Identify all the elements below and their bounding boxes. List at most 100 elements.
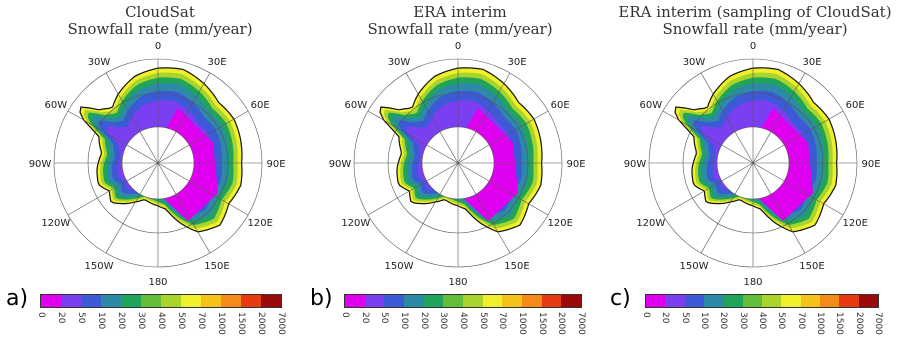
colorbar-tick-label: 50 xyxy=(76,312,86,324)
colorbar-tick-label: 1000 xyxy=(216,312,226,335)
meridian-line xyxy=(67,110,159,164)
longitude-label: 150W xyxy=(385,261,414,272)
longitude-label: 0 xyxy=(750,41,756,52)
colorbar-swatch xyxy=(101,295,121,307)
colorbar-swatch xyxy=(241,295,261,307)
meridian-line xyxy=(752,72,806,164)
longitude-label: 60W xyxy=(44,100,67,111)
meridian-line xyxy=(367,162,459,216)
colorbar-tick-label: 300 xyxy=(737,312,748,330)
colorbar-swatch xyxy=(839,295,859,307)
meridian-line xyxy=(457,162,511,254)
colorbar-tick-label: 400 xyxy=(458,312,468,330)
panel-title: ERA interim (sampling of CloudSat) Snowf… xyxy=(605,4,905,38)
colorbar-swatch xyxy=(404,295,424,307)
longitude-label: 30E xyxy=(507,57,526,68)
longitude-label: 30W xyxy=(88,57,111,68)
title-line2: Snowfall rate (mm/year) xyxy=(367,20,553,38)
meridian-line xyxy=(700,72,754,164)
colorbar-tick-label: 1500 xyxy=(236,312,246,335)
colorbar-swatch xyxy=(723,295,743,307)
meridian-line xyxy=(157,162,249,216)
colorbar-tick-label: 100 xyxy=(699,312,709,330)
polar-map: 0 30E 60E 90E 120E 150E 180 150W 120W 90W 60W 30W xyxy=(329,41,586,285)
meridian-line xyxy=(457,162,549,216)
colorbar-tick-label: 7000 xyxy=(576,312,586,335)
title-line1: ERA interim xyxy=(413,3,507,21)
colorbar-tick-label: 50 xyxy=(679,312,690,324)
meridian-line xyxy=(157,162,211,254)
colorbar-tick-label: 20 xyxy=(359,312,370,324)
colorbar-tick-label: 7000 xyxy=(276,312,286,335)
colorbar-swatch xyxy=(541,295,562,307)
longitude-label: 30W xyxy=(683,57,706,68)
colorbar-tick-label: 1500 xyxy=(834,312,845,335)
colorbar-tick-label: 1000 xyxy=(517,312,527,335)
longitude-label: 30E xyxy=(802,57,821,68)
colorbar-swatch xyxy=(819,295,840,307)
colorbar-tick-label: 20 xyxy=(660,312,671,324)
colorbar-tick-label: 20 xyxy=(56,312,66,324)
colorbar-tick-label: 0 xyxy=(340,312,350,318)
colorbar-tick-label: 700 xyxy=(196,312,206,330)
longitude-label: 0 xyxy=(455,41,461,52)
colorbar-swatch xyxy=(384,295,405,307)
colorbar-tick-label: 400 xyxy=(757,312,767,330)
colorbar-tick-label: 1500 xyxy=(536,312,547,335)
colorbar-swatch xyxy=(522,295,542,307)
colorbar-tick-label: 300 xyxy=(136,312,146,330)
panel-title: CloudSat Snowfall rate (mm/year) xyxy=(10,4,310,38)
colorbar-tick-label: 700 xyxy=(497,312,508,330)
panel-title: ERA interim Snowfall rate (mm/year) xyxy=(310,4,610,38)
longitude-label: 120E xyxy=(547,218,572,229)
colorbar-swatch xyxy=(703,295,724,307)
longitude-label: 30W xyxy=(388,57,411,68)
colorbar-tick-label: 1000 xyxy=(815,312,825,335)
title-line1: ERA interim (sampling of CloudSat) xyxy=(618,3,892,21)
title-line2: Snowfall rate (mm/year) xyxy=(67,20,253,38)
panel-era-interim-sampled: ERA interim (sampling of CloudSat) Snowf… xyxy=(605,0,905,340)
colorbar-swatch xyxy=(141,295,161,307)
colorbar-swatch xyxy=(364,295,385,307)
longitude-label: 90W xyxy=(329,159,352,170)
panel-letter: a) xyxy=(6,286,29,311)
longitude-label: 90E xyxy=(266,159,285,170)
colorbar xyxy=(645,294,879,308)
longitude-label: 90E xyxy=(566,159,585,170)
colorbar-tick-label: 500 xyxy=(776,312,787,330)
title-line1: CloudSat xyxy=(125,3,195,21)
polar-map: 0 30E 60E 90E 120E 150E 180 150W 120W 90W 60W 30W xyxy=(29,41,286,285)
meridian-line xyxy=(662,162,754,216)
polar-map: 0 30E 60E 90E 120E 150E 180 150W 120W 90W 60W 30W xyxy=(624,41,881,285)
colorbar-swatch xyxy=(665,295,685,307)
colorbar-ticks: 0 20 50 100 200 300 400 500 700 1000 1500 2000 7000 xyxy=(340,312,586,338)
colorbar-tick-label: 2000 xyxy=(256,312,266,335)
colorbar-tick-label: 100 xyxy=(96,312,106,330)
longitude-label: 0 xyxy=(155,41,161,52)
colorbar-tick-label: 500 xyxy=(176,312,186,330)
meridian-line xyxy=(405,162,459,254)
colorbar-swatch xyxy=(121,295,141,307)
colorbar-swatch xyxy=(463,295,483,307)
colorbar-swatch xyxy=(161,295,181,307)
colorbar-tick-label: 200 xyxy=(418,312,429,330)
colorbar-swatch xyxy=(261,295,281,307)
meridian-line xyxy=(157,72,211,164)
colorbar-swatch xyxy=(761,295,782,307)
meridian-line xyxy=(752,110,844,164)
meridian-line xyxy=(67,162,159,216)
meridian-line xyxy=(457,72,511,164)
longitude-label: 60W xyxy=(639,100,662,111)
meridian-line xyxy=(752,162,806,254)
meridian-line xyxy=(662,110,754,164)
colorbar-swatch xyxy=(502,295,523,307)
colorbar-swatch xyxy=(742,295,762,307)
longitude-label: 180 xyxy=(743,277,762,285)
panel-era-interim: ERA interim Snowfall rate (mm/year) 0 30E… xyxy=(310,0,610,340)
colorbar-tick-label: 100 xyxy=(399,312,409,330)
colorbar-tick-label: 2000 xyxy=(556,312,567,335)
colorbar-swatch xyxy=(221,295,241,307)
meridian-line xyxy=(157,110,249,164)
longitude-label: 120E xyxy=(247,218,272,229)
longitude-label: 60E xyxy=(846,100,865,111)
